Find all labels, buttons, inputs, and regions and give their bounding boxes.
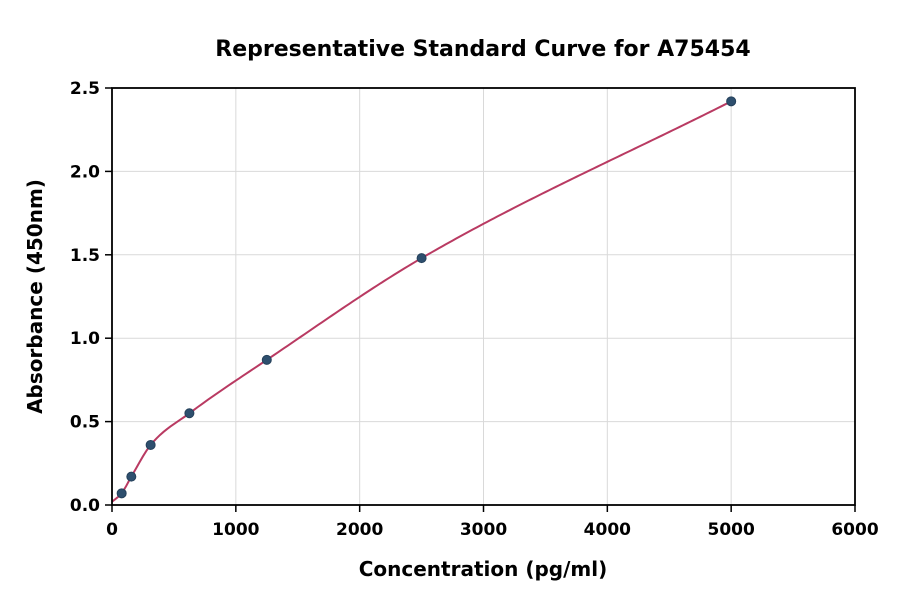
y-tick-label: 2.5 <box>70 79 100 99</box>
y-tick-label: 2.0 <box>70 162 100 182</box>
data-point <box>116 488 127 499</box>
grid-layer <box>111 87 856 506</box>
y-axis-label: Absorbance (450nm) <box>23 179 47 414</box>
data-point <box>184 408 195 419</box>
y-tick-label: 1.5 <box>70 246 100 266</box>
data-point <box>145 439 156 450</box>
y-tick-label: 1.0 <box>70 329 100 349</box>
plot-layer <box>111 96 737 503</box>
y-tick-label: 0.5 <box>70 413 100 433</box>
x-tick-label: 2000 <box>336 520 383 540</box>
x-tick-label: 6000 <box>831 520 878 540</box>
tick-layer: 0 1000 2000 3000 4000 5000 6000 0.0 0.5 1.0 1.5 2.0… <box>70 79 879 540</box>
x-tick-label: 5000 <box>708 520 755 540</box>
data-point <box>726 96 737 107</box>
x-tick-label: 1000 <box>212 520 259 540</box>
data-point <box>416 253 427 264</box>
data-point <box>261 354 272 365</box>
chart-title: Representative Standard Curve for A75454 <box>215 37 750 62</box>
fit-curve <box>111 100 732 503</box>
data-point <box>126 471 137 482</box>
x-tick-label: 3000 <box>460 520 507 540</box>
x-axis-label: Concentration (pg/ml) <box>359 557 608 581</box>
y-tick-label: 0.0 <box>70 496 100 516</box>
x-tick-label: 4000 <box>584 520 631 540</box>
x-tick-label: 0 <box>106 520 118 540</box>
